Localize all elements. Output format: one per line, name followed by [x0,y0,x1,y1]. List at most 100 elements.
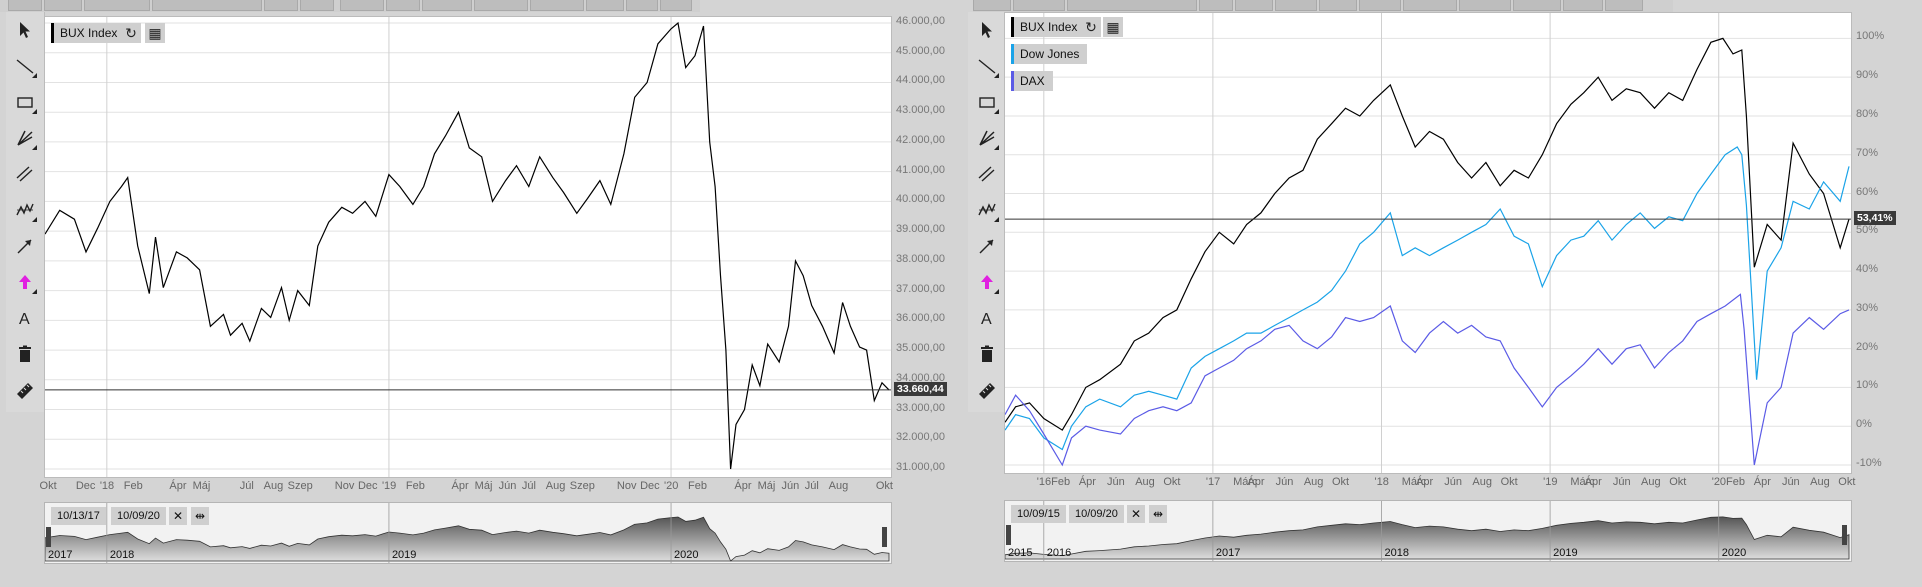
current-value-label: 53,41% [1854,211,1896,226]
expand-range-icon[interactable]: ⇹ [191,507,209,525]
x-tick-label: Okt [1163,476,1181,488]
close-icon[interactable]: ✕ [1127,505,1145,523]
right-navigator[interactable]: 10/09/15 10/09/20 ✕ ⇹ 2015 2016 2017 2018 20… [1004,500,1852,562]
x-tick-label: Feb [1051,476,1071,488]
x-tick-label: Aug [263,480,284,492]
delete-tool[interactable] [973,340,1001,368]
x-tick-label: Feb [688,480,707,492]
start-date-field[interactable]: 10/13/17 [51,507,106,525]
channel-tool[interactable] [11,160,39,188]
line-tool[interactable] [973,52,1001,80]
navigator-year-label: 2016 [1046,547,1072,559]
range-handle-left[interactable] [1006,525,1011,545]
rectangle-tool[interactable] [11,88,39,116]
comparison-chart-plot[interactable]: BUX Index ↻ ▦ Dow Jones DAX [1004,12,1852,474]
navigator-year-label: 2020 [1721,547,1747,559]
text-tool[interactable]: A [973,304,1001,332]
x-tick-label: Jún [498,480,517,492]
refresh-icon[interactable]: ↻ [121,23,141,43]
x-tick-label: Aug [1303,476,1324,488]
x-tick-label: Dec [357,480,378,492]
x-tick-label: Okt [1500,476,1518,488]
x-tick-label: '17 [1205,476,1221,488]
legend-bux-index[interactable]: BUX Index [51,23,126,43]
line-icon [16,59,34,74]
rectangle-icon [17,97,33,108]
text-tool[interactable]: A [11,304,39,332]
pointer-tool[interactable] [11,16,39,44]
channel-tool[interactable] [973,160,1001,188]
navigator-year-label: 2017 [1215,547,1241,559]
ruler-tool[interactable] [973,376,1001,404]
x-tick-label: Dec [75,480,96,492]
text-a-icon: A [981,311,992,328]
x-tick-label: Márc [1570,476,1595,488]
fan-tool[interactable] [11,124,39,152]
range-handle-left[interactable] [46,527,51,547]
start-date-field[interactable]: 10/09/15 [1011,505,1066,523]
line-tool[interactable] [11,52,39,80]
range-handle-right[interactable] [882,527,887,547]
y-tick-label: 20% [1856,340,1879,353]
ruler-tool[interactable] [11,376,39,404]
x-tick-label: Júl [804,480,819,492]
x-tick-label: Márc [1233,476,1258,488]
delete-tool[interactable] [11,340,39,368]
y-tick-label: 39.000,00 [896,223,945,236]
x-tick-label: Ápr [1247,476,1265,488]
settings-icon[interactable]: ▦ [145,23,165,43]
x-tick-label: '18 [99,480,115,492]
x-tick-label: '20 [1711,476,1727,488]
ruler-icon [17,383,33,399]
x-tick-label: Jún [1612,476,1631,488]
y-tick-label: 40.000,00 [896,193,945,206]
end-date-field[interactable]: 10/09/20 [1069,505,1124,523]
trash-icon [981,345,993,362]
arrow-tool[interactable] [11,232,39,260]
up-arrow-tool[interactable] [973,268,1001,296]
legend-bux-index[interactable]: BUX Index [1011,17,1086,37]
left-navigator[interactable]: 10/13/17 10/09/20 ✕ ⇹ 2017 2018 2019 2020 [44,502,892,564]
x-tick-label: Feb [123,480,143,492]
y-tick-label: 10% [1856,379,1879,392]
arrow-tool[interactable] [973,232,1001,260]
ruler-icon [979,383,995,399]
up-arrow-icon [981,275,993,289]
x-tick-label: Feb [1726,476,1746,488]
bux-chart-plot[interactable]: BUX Index ↻ ▦ [44,16,892,478]
pointer-tool[interactable] [973,16,1001,44]
refresh-icon[interactable]: ↻ [1081,17,1101,37]
rectangle-tool[interactable] [973,88,1001,116]
up-arrow-tool[interactable] [11,268,39,296]
expand-range-icon[interactable]: ⇹ [1149,505,1167,523]
series-line-dax [1005,293,1850,467]
y-tick-label: 40% [1856,263,1879,276]
svg-text:A: A [981,311,992,328]
x-tick-label: Márc [1401,476,1427,488]
y-tick-label: 45.000,00 [896,44,945,57]
x-tick-label: Máj [474,480,493,492]
cursor-arrow-icon [982,22,992,38]
x-tick-label: Aug [828,480,849,492]
settings-icon[interactable]: ▦ [1103,17,1123,37]
x-tick-label: Szep [287,480,313,492]
legend-dow-jones[interactable]: Dow Jones [1011,44,1088,64]
fan-tool[interactable] [973,124,1001,152]
x-tick-label: Okt [1838,476,1856,488]
pattern-tool[interactable] [973,196,1001,224]
legend-dax[interactable]: DAX [1011,71,1053,91]
range-handle-right[interactable] [1842,525,1847,545]
comparison-chart-svg [1005,13,1851,473]
x-tick-label: Jún [1275,476,1294,488]
x-tick-label: '19 [1543,476,1558,488]
fan-icon [979,130,995,146]
y-tick-label: 100% [1856,30,1885,43]
x-tick-label: Ápr [169,480,187,492]
end-date-field[interactable]: 10/09/20 [111,507,166,525]
close-icon[interactable]: ✕ [169,507,187,525]
zigzag-icon [16,203,34,216]
pattern-tool[interactable] [11,196,39,224]
y-tick-label: 37.000,00 [896,282,945,295]
y-tick-label: 32.000,00 [896,431,945,444]
y-tick-label: 0% [1856,418,1872,431]
